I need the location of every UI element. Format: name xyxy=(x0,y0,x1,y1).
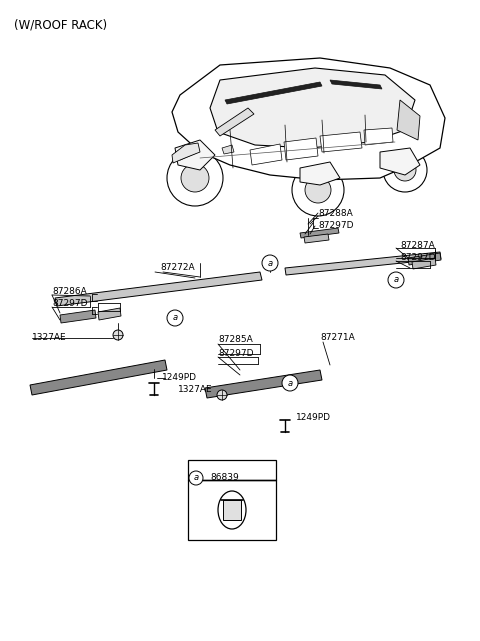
Polygon shape xyxy=(397,100,420,140)
Polygon shape xyxy=(172,58,445,180)
Circle shape xyxy=(282,375,298,391)
Text: (W/ROOF RACK): (W/ROOF RACK) xyxy=(14,18,107,31)
Polygon shape xyxy=(412,258,436,269)
Text: a: a xyxy=(288,378,293,388)
Text: 1327AE: 1327AE xyxy=(32,333,67,342)
Text: a: a xyxy=(172,313,178,322)
Circle shape xyxy=(388,272,404,288)
Polygon shape xyxy=(330,80,382,89)
Circle shape xyxy=(262,255,278,271)
Polygon shape xyxy=(285,252,441,275)
Circle shape xyxy=(217,390,227,400)
Text: 87287A: 87287A xyxy=(400,240,435,249)
Text: 1249PD: 1249PD xyxy=(296,413,331,422)
Polygon shape xyxy=(222,145,234,154)
Circle shape xyxy=(181,164,209,192)
Text: 87288A: 87288A xyxy=(318,208,353,217)
Polygon shape xyxy=(364,128,393,145)
Polygon shape xyxy=(408,253,441,265)
Polygon shape xyxy=(250,144,282,165)
Circle shape xyxy=(292,164,344,216)
Text: 87297D: 87297D xyxy=(318,222,353,231)
Polygon shape xyxy=(320,132,362,152)
Polygon shape xyxy=(225,82,322,104)
Circle shape xyxy=(189,471,203,485)
Polygon shape xyxy=(284,138,318,160)
Text: a: a xyxy=(267,258,273,267)
Polygon shape xyxy=(300,228,339,238)
FancyBboxPatch shape xyxy=(335,146,346,151)
Text: a: a xyxy=(394,276,398,285)
Polygon shape xyxy=(60,310,96,323)
Polygon shape xyxy=(30,360,167,395)
Text: 87286A: 87286A xyxy=(52,287,87,296)
Polygon shape xyxy=(175,140,215,170)
Text: 86839: 86839 xyxy=(210,474,239,483)
Text: 87297D: 87297D xyxy=(218,349,253,358)
Text: 87272A: 87272A xyxy=(160,263,194,272)
Polygon shape xyxy=(304,234,329,243)
Polygon shape xyxy=(55,272,262,306)
Circle shape xyxy=(167,310,183,326)
Text: 87297D: 87297D xyxy=(52,299,87,308)
Circle shape xyxy=(305,177,331,203)
Text: 87285A: 87285A xyxy=(218,335,253,344)
Polygon shape xyxy=(300,162,340,185)
Circle shape xyxy=(113,330,123,340)
Text: 87271A: 87271A xyxy=(320,333,355,342)
Circle shape xyxy=(383,148,427,192)
Circle shape xyxy=(167,150,223,206)
Circle shape xyxy=(394,159,416,181)
Polygon shape xyxy=(210,68,415,148)
Text: 87297D: 87297D xyxy=(400,253,435,263)
FancyBboxPatch shape xyxy=(223,500,241,520)
Text: 1327AE: 1327AE xyxy=(178,385,213,394)
Text: 1249PD: 1249PD xyxy=(162,374,197,383)
Polygon shape xyxy=(215,108,254,136)
Text: a: a xyxy=(193,474,199,483)
Polygon shape xyxy=(205,370,322,398)
Polygon shape xyxy=(380,148,420,175)
FancyBboxPatch shape xyxy=(263,153,274,158)
Polygon shape xyxy=(172,143,200,163)
Polygon shape xyxy=(98,308,121,320)
